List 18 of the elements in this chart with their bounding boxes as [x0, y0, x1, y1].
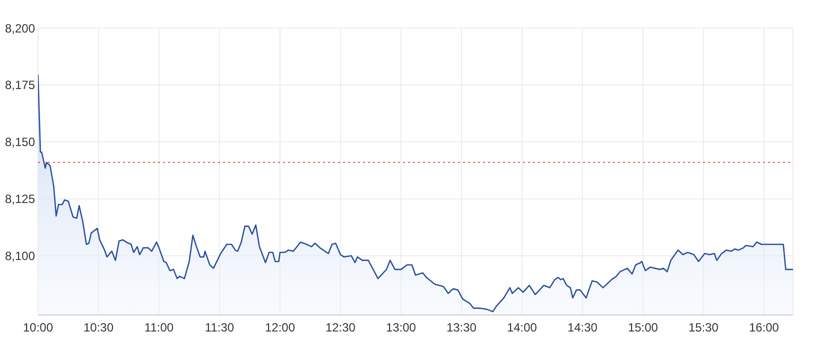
- x-tick-label: 11:30: [204, 320, 234, 335]
- x-tick-label: 10:00: [22, 320, 54, 335]
- x-tick-label: 13:00: [386, 320, 416, 335]
- x-tick-label: 15:30: [688, 320, 719, 335]
- y-tick-label: 8,175: [4, 78, 36, 92]
- x-tick-label: 11:00: [144, 320, 174, 335]
- x-tick-label: 12:30: [325, 320, 356, 335]
- y-tick-label: 8,200: [4, 21, 36, 36]
- y-tick-label: 8,150: [4, 135, 36, 150]
- x-tick-label: 16:00: [748, 320, 780, 335]
- x-tick-label: 14:00: [506, 320, 538, 335]
- x-tick-label: 10:30: [83, 320, 114, 335]
- y-tick-label: 8,125: [4, 192, 36, 206]
- y-tick-label: 8,100: [4, 249, 36, 264]
- x-tick-label: 14:30: [567, 320, 598, 335]
- x-tick-label: 12:00: [264, 320, 296, 335]
- x-tick-label: 13:30: [446, 320, 477, 335]
- x-tick-label: 15:00: [628, 320, 658, 335]
